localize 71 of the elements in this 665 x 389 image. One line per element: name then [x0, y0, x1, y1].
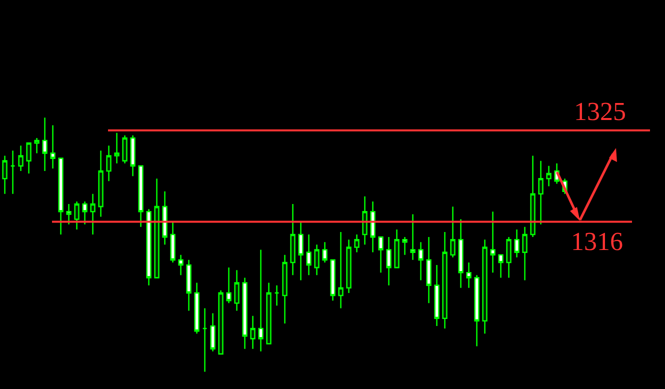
candlestick	[418, 241, 424, 281]
candlestick	[26, 142, 32, 174]
candlestick	[426, 236, 432, 304]
candlestick	[346, 238, 352, 294]
candlestick	[98, 150, 104, 218]
candlestick	[402, 236, 408, 256]
candlestick	[362, 196, 368, 246]
candlestick	[90, 193, 96, 236]
candlestick	[482, 238, 488, 334]
candlestick	[458, 218, 464, 289]
candlestick	[18, 144, 24, 172]
candlestick	[210, 312, 216, 352]
candlestick	[170, 221, 176, 264]
candlestick	[178, 254, 184, 276]
candlestick	[394, 228, 400, 268]
candlestick	[114, 132, 120, 164]
candlestick	[434, 264, 440, 327]
candlestick	[298, 221, 304, 281]
candlestick	[250, 315, 256, 350]
candlestick	[546, 165, 552, 187]
candlestick	[234, 269, 240, 312]
candlestick	[290, 203, 296, 276]
candlestick	[322, 241, 328, 264]
text: 1325	[574, 97, 626, 126]
candlestick	[50, 124, 56, 170]
candlestick	[498, 254, 504, 278]
candlestick	[10, 150, 16, 195]
candlestick	[42, 116, 48, 172]
candlestick	[266, 282, 272, 344]
candlestick	[186, 259, 192, 312]
candlestick	[58, 158, 64, 236]
candlestick	[258, 249, 264, 352]
candlestick	[130, 134, 136, 177]
candlestick	[34, 137, 40, 154]
candlestick	[466, 262, 472, 289]
candlestick	[2, 155, 8, 195]
candlestick	[490, 211, 496, 274]
candlestick	[106, 144, 112, 182]
candlestick	[370, 200, 376, 253]
candlestick	[522, 226, 528, 281]
text: 1316	[571, 227, 623, 256]
candlestick	[530, 155, 536, 238]
candlestick	[450, 206, 456, 258]
candlestick	[474, 274, 480, 347]
candlestick	[274, 284, 280, 306]
candlestick	[282, 254, 288, 324]
candlestick	[386, 236, 392, 286]
candlestick	[82, 200, 88, 225]
candlestick	[242, 277, 248, 350]
candlestick	[146, 208, 152, 286]
candlestick	[202, 308, 208, 372]
candlestick	[330, 259, 336, 302]
candlestick	[354, 234, 360, 253]
candlestick	[306, 234, 312, 276]
candlestick	[138, 165, 144, 228]
candlestick	[314, 244, 320, 276]
candlestick	[154, 178, 160, 278]
candlestick	[66, 203, 72, 225]
candlestick	[410, 214, 416, 261]
candlestick	[338, 231, 344, 309]
candlestick	[74, 200, 80, 230]
candlestick	[194, 282, 200, 334]
candlestick	[378, 236, 384, 274]
candlestick	[162, 190, 168, 246]
candlestick	[538, 160, 544, 225]
candlestick	[218, 290, 224, 355]
candlestick	[442, 231, 448, 330]
candlestick	[506, 236, 512, 278]
candlestick	[226, 266, 232, 304]
candlestick	[514, 228, 520, 258]
candlestick	[122, 134, 128, 164]
